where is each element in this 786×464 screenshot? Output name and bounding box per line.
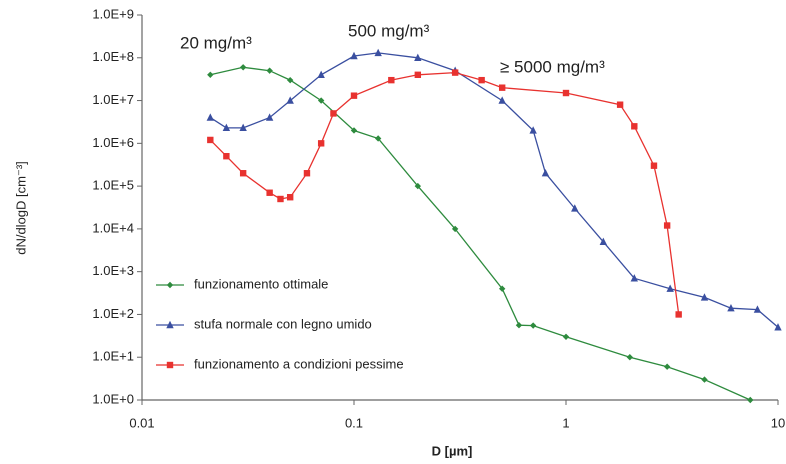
marker [374,48,382,57]
marker [451,69,459,76]
marker [571,204,579,212]
marker [350,51,358,60]
x-tick-label: 1 [562,415,569,430]
marker [207,71,214,79]
marker [239,170,247,177]
legend-label: funzionamento a condizioni pessime [194,356,404,371]
annotation: 20 mg/m³ [180,33,252,52]
marker [663,222,671,229]
marker [206,113,215,121]
marker [317,97,325,104]
marker [451,225,459,233]
marker [266,189,273,196]
y-tick-label: 1.0E+3 [92,263,134,278]
marker [350,127,358,134]
marker [675,311,682,318]
marker [498,285,506,292]
marker [650,162,658,169]
marker [747,396,754,404]
marker [414,53,422,61]
marker [350,92,358,99]
marker [265,113,274,121]
marker [239,123,247,132]
marker [239,64,247,71]
x-tick-label: 10 [771,415,785,430]
y-tick-label: 1.0E+2 [92,306,134,321]
marker [303,170,311,177]
y-tick-label: 1.0E+8 [92,49,134,64]
marker [286,194,294,201]
marker [286,96,294,104]
x-tick-label: 0.01 [129,415,154,430]
marker [166,361,174,369]
marker [317,70,325,79]
x-tick-label: 0.1 [345,415,363,430]
marker [700,293,709,301]
marker [277,195,284,203]
marker [529,126,537,134]
marker [498,84,506,91]
marker [388,76,395,84]
marker [630,274,639,282]
marker [562,333,570,341]
marker [626,354,634,361]
y-tick-label: 1.0E+9 [92,6,134,21]
marker [317,140,325,147]
marker [529,322,537,329]
marker [631,123,638,130]
marker [663,363,671,370]
marker [701,376,708,383]
marker [330,110,337,117]
marker [223,153,230,160]
y-tick-label: 1.0E+5 [92,178,134,193]
x-axis-label: D [µm] [432,443,473,458]
series-line [210,66,751,401]
marker [166,281,174,289]
y-tick-label: 1.0E+1 [92,349,134,364]
marker [266,67,273,74]
marker [498,96,506,104]
marker [727,303,735,312]
marker [222,123,231,132]
y-tick-label: 1.0E+0 [92,391,134,406]
marker [753,305,762,313]
marker [666,284,674,292]
marker [286,76,294,84]
y-tick-label: 1.0E+7 [92,92,134,107]
annotation: ≥ 5000 mg/m³ [500,57,605,76]
marker [599,237,608,245]
marker [414,182,422,190]
marker [616,101,624,108]
marker [207,136,214,144]
marker [166,320,174,329]
marker [374,135,382,142]
legend-label: stufa normale con legno umido [194,316,372,331]
marker [562,89,570,97]
legend-label: funzionamento ottimale [194,276,328,291]
y-axis-label: dN/dlogD [cm⁻³] [13,161,28,255]
y-tick-label: 1.0E+6 [92,135,134,150]
marker [774,323,782,331]
marker [541,169,550,177]
marker [414,71,422,79]
y-tick-label: 1.0E+4 [92,220,134,235]
marker [478,76,485,84]
annotation: 500 mg/m³ [348,21,430,40]
marker [515,322,523,329]
